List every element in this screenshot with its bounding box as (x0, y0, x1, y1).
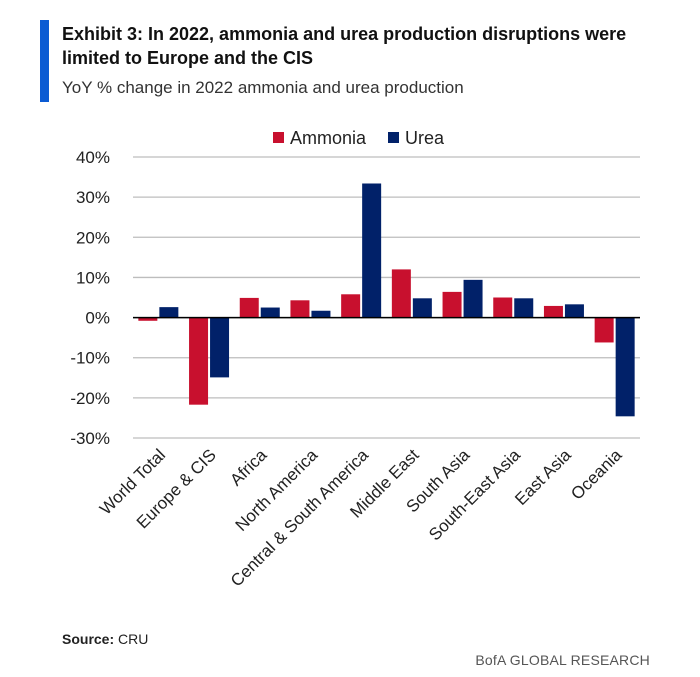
bar-ammonia (543, 305, 563, 318)
y-tick-label: 30% (76, 188, 110, 207)
bar-ammonia (341, 294, 361, 318)
bar-urea (514, 298, 534, 318)
chart-title: Exhibit 3: In 2022, ammonia and urea pro… (62, 24, 627, 68)
x-tick-label: Oceania (567, 445, 626, 504)
accent-bar (40, 20, 49, 102)
bar-urea (463, 279, 483, 318)
y-tick-label: -10% (70, 349, 110, 368)
bar-ammonia (391, 269, 411, 318)
legend-label-urea: Urea (405, 128, 445, 148)
bar-urea (210, 317, 230, 378)
y-tick-label: 0% (85, 309, 110, 328)
bar-urea (412, 298, 432, 318)
chart-subtitle: YoY % change in 2022 ammonia and urea pr… (62, 78, 464, 97)
bar-urea (615, 317, 635, 417)
y-tick-label: 40% (76, 148, 110, 167)
y-tick-label: -20% (70, 389, 110, 408)
y-tick-label: -30% (70, 429, 110, 448)
bar-ammonia (493, 297, 513, 318)
bar-ammonia (442, 291, 462, 318)
bar-ammonia (189, 317, 209, 405)
x-tick-label: East Asia (511, 445, 575, 509)
source-label: Source: (62, 631, 115, 647)
legend-label-ammonia: Ammonia (290, 128, 367, 148)
bar-urea (159, 307, 179, 318)
legend-swatch-ammonia (273, 132, 284, 143)
y-tick-label: 10% (76, 268, 110, 287)
y-tick-label: 20% (76, 228, 110, 247)
x-tick-label: South-East Asia (425, 445, 524, 544)
bar-ammonia (594, 317, 614, 343)
legend-swatch-urea (388, 132, 399, 143)
bar-ammonia (239, 297, 259, 318)
bar-urea (362, 183, 382, 318)
bar-ammonia (138, 317, 158, 321)
bar-urea (564, 304, 584, 318)
brand-label: BofA GLOBAL RESEARCH (475, 652, 650, 668)
source-value: CRU (118, 631, 149, 647)
source-note: Source: CRU (62, 631, 148, 647)
x-tick-label: Africa (226, 445, 271, 490)
bar-ammonia (290, 300, 310, 318)
bar-urea (260, 307, 280, 318)
bar-urea (311, 310, 331, 318)
